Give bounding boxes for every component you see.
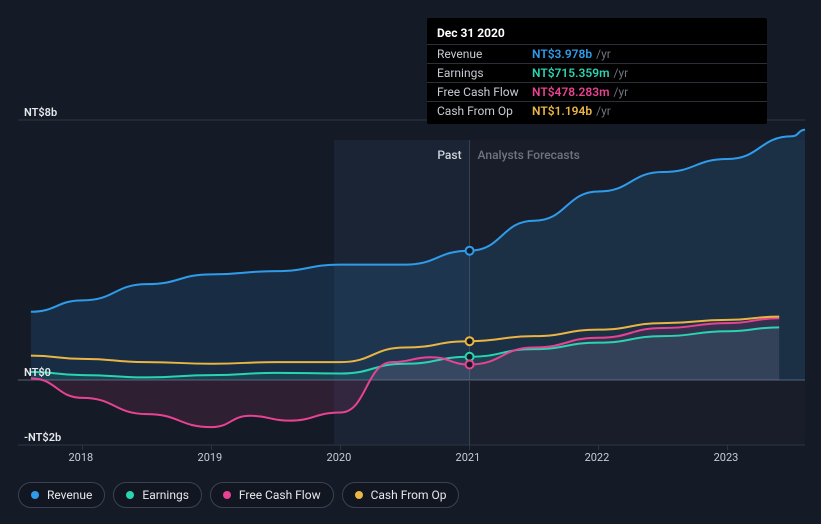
legend-swatch-icon: [31, 491, 39, 499]
x-axis-tick-label: 2019: [198, 451, 223, 464]
legend-item-earnings[interactable]: Earnings: [113, 482, 202, 508]
tooltip-metric-label: Revenue: [437, 47, 532, 61]
x-axis-tick-label: 2022: [585, 451, 610, 464]
legend-label: Earnings: [142, 488, 189, 502]
tooltip-metric-value: NT$478.283m: [532, 85, 610, 99]
tooltip-metric-label: Cash From Op: [437, 104, 532, 118]
x-axis-tick-label: 2020: [327, 451, 352, 464]
legend-swatch-icon: [223, 491, 231, 499]
forecast-section-label: Analysts Forecasts: [478, 148, 580, 162]
tooltip-metric-value: NT$3.978b: [532, 47, 592, 61]
tooltip-row: RevenueNT$3.978b/yr: [427, 44, 767, 63]
x-axis-tick-label: 2018: [69, 451, 94, 464]
legend-label: Revenue: [47, 488, 92, 502]
tooltip-metric-unit: /yr: [614, 85, 629, 99]
tooltip-metric-value: NT$715.359m: [532, 66, 610, 80]
x-axis-tick-label: 2023: [714, 451, 739, 464]
tooltip-metric-label: Earnings: [437, 66, 532, 80]
tooltip-metric-unit: /yr: [596, 104, 611, 118]
tooltip-row: Free Cash FlowNT$478.283m/yr: [427, 82, 767, 101]
legend-item-free-cash-flow[interactable]: Free Cash Flow: [210, 482, 334, 508]
tooltip-metric-unit: /yr: [596, 47, 611, 61]
tooltip-row: Cash From OpNT$1.194b/yr: [427, 101, 767, 120]
tooltip-metric-label: Free Cash Flow: [437, 85, 532, 99]
chart-legend: Revenue Earnings Free Cash Flow Cash From O…: [18, 482, 459, 508]
tooltip-metric-value: NT$1.194b: [532, 104, 592, 118]
legend-item-revenue[interactable]: Revenue: [18, 482, 105, 508]
legend-label: Cash From Op: [371, 488, 447, 502]
tooltip-metric-unit: /yr: [614, 66, 629, 80]
y-axis-tick-label: NT$8b: [24, 106, 57, 119]
y-axis-tick-label: NT$0: [24, 366, 51, 379]
tooltip-row: EarningsNT$715.359m/yr: [427, 63, 767, 82]
chart-tooltip: Dec 31 2020 RevenueNT$3.978b/yrEarningsN…: [427, 18, 767, 124]
tooltip-date: Dec 31 2020: [427, 22, 767, 44]
legend-swatch-icon: [355, 491, 363, 499]
legend-label: Free Cash Flow: [239, 488, 321, 502]
y-axis-tick-label: -NT$2b: [24, 431, 61, 444]
x-axis-tick-label: 2021: [456, 451, 481, 464]
legend-swatch-icon: [126, 491, 134, 499]
legend-item-cash-from-op[interactable]: Cash From Op: [342, 482, 460, 508]
past-section-label: Past: [437, 148, 461, 162]
